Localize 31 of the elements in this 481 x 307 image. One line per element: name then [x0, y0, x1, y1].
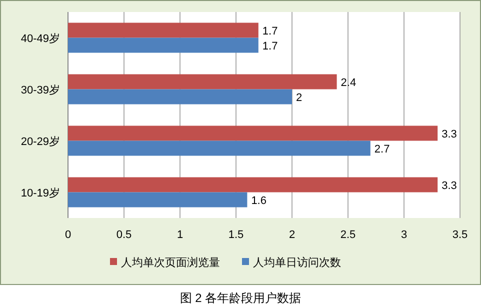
- x-tick-label: 3.5: [452, 229, 468, 241]
- y-tick-label: 30-39岁: [20, 84, 60, 96]
- data-label: 3.3: [442, 128, 457, 140]
- x-tick-label: 1: [176, 229, 184, 241]
- data-label: 1.6: [251, 194, 266, 207]
- legend-label: 人均单日访问次数: [253, 256, 341, 269]
- y-tick-label: 10-19岁: [20, 187, 60, 200]
- text: 图 2 各年龄段用户数据: [180, 291, 302, 305]
- x-tick-label: 2: [288, 229, 296, 241]
- legend-label: 人均单次页面浏览量: [121, 256, 220, 269]
- data-label: 2.7: [374, 143, 390, 156]
- y-tick-label: 20-29岁: [20, 136, 60, 148]
- x-tick-label: 1.5: [228, 229, 244, 241]
- data-label: 1.7: [262, 40, 278, 52]
- y-tick-label: 40-49岁: [20, 32, 60, 45]
- x-tick-label: 0: [64, 229, 72, 241]
- data-label: 2: [296, 92, 302, 104]
- bar: [68, 126, 438, 141]
- bar: [68, 192, 248, 208]
- data-label: 1.7: [262, 25, 278, 38]
- x-tick-label: 3: [400, 229, 408, 241]
- x-tick-label: 2.5: [340, 229, 356, 241]
- bar: [68, 22, 258, 38]
- x-tick-label: 0.5: [116, 229, 132, 241]
- data-label: 2.4: [340, 76, 356, 89]
- bar: [68, 38, 258, 53]
- data-label: 3.3: [442, 180, 457, 192]
- bar: [68, 74, 337, 90]
- bar: [68, 140, 370, 156]
- bar: [68, 89, 292, 104]
- bar: [68, 177, 438, 192]
